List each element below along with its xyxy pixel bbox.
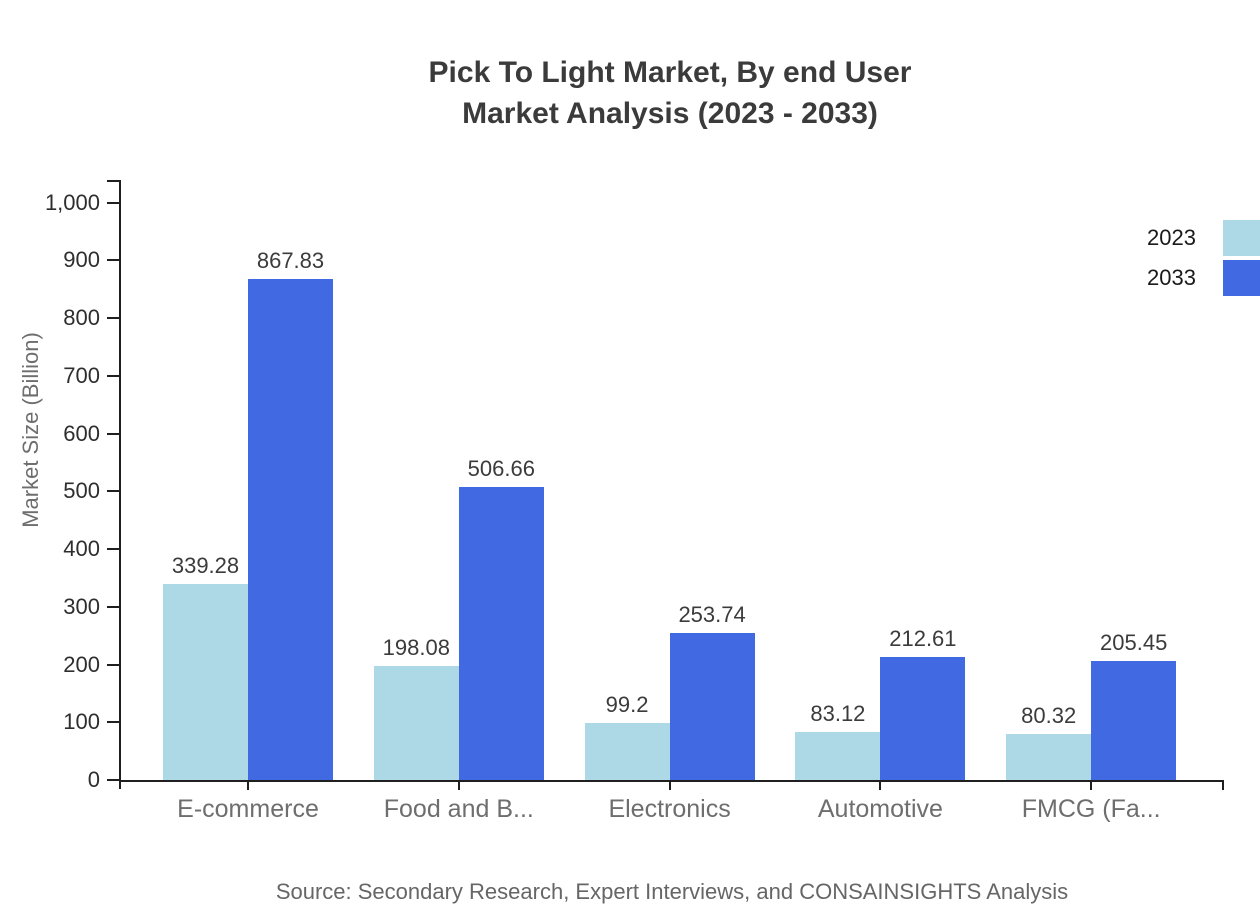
y-tick-800 [107, 317, 120, 320]
x-axis-label-electronics: Electronics [608, 795, 731, 823]
y-tick-label-600: 600 [63, 420, 100, 446]
bar-2033-food-and-b[interactable] [458, 487, 544, 780]
value-label-2023-fmcg-fa: 80.32 [1021, 703, 1077, 728]
y-tick-700 [107, 374, 120, 377]
y-tick-500 [107, 490, 120, 493]
x-tick-fmcg-fa [1090, 782, 1093, 790]
chart-title-line2: Market Analysis (2023 - 2033) [462, 97, 878, 130]
y-tick-label-0: 0 [87, 767, 100, 792]
y-axis-top-cap-tick [107, 180, 121, 182]
legend-label-2033[interactable]: 2033 [1147, 265, 1196, 290]
bar-2023-fmcg-fa[interactable] [1006, 734, 1092, 780]
x-tick-automotive [879, 782, 882, 790]
y-tick-400 [107, 548, 120, 550]
bar-2023-electronics[interactable] [584, 723, 670, 780]
y-tick-label-200: 200 [63, 651, 100, 677]
y-tick-300 [107, 605, 120, 608]
value-label-2033-e-commerce: 867.83 [256, 248, 325, 273]
x-tick-e-commerce [247, 782, 249, 790]
bar-2023-automotive[interactable] [795, 732, 881, 780]
y-tick-label-300: 300 [63, 593, 100, 619]
value-label-2033-fmcg-fa: 205.45 [1100, 630, 1168, 655]
bar-2033-automotive[interactable] [880, 657, 966, 780]
y-tick-100 [107, 721, 120, 724]
y-tick-label-100: 100 [63, 709, 100, 735]
legend-swatch-2033[interactable] [1223, 260, 1260, 296]
x-tick-electronics [668, 782, 671, 790]
legend-swatch-2023[interactable] [1223, 220, 1260, 256]
y-tick-1-000 [107, 201, 120, 204]
x-axis-end-tick [1222, 782, 1224, 790]
y-tick-900 [107, 259, 120, 262]
chart-title: Pick To Light Market, By end User Market… [80, 52, 1260, 134]
source-note: Source: Secondary Research, Expert Inter… [275, 879, 1069, 904]
bar-2023-e-commerce[interactable] [163, 584, 248, 780]
y-tick-label-1-000: 1,000 [44, 189, 100, 215]
y-tick-0 [107, 779, 120, 781]
x-axis-label-automotive: Automotive [817, 795, 943, 823]
legend-label-2023[interactable]: 2023 [1147, 225, 1196, 250]
y-tick-label-400: 400 [63, 536, 100, 561]
y-tick-600 [107, 432, 120, 435]
x-axis-label-fmcg-fa: FMCG (Fa... [1021, 795, 1161, 823]
value-label-2033-automotive: 212.61 [889, 626, 957, 651]
y-tick-label-500: 500 [63, 478, 100, 504]
bar-2023-food-and-b[interactable] [373, 666, 459, 780]
value-label-2033-electronics: 253.74 [678, 602, 746, 627]
y-tick-label-800: 800 [63, 305, 100, 331]
bar-2033-e-commerce[interactable] [248, 279, 333, 780]
value-label-2023-automotive: 83.12 [810, 701, 866, 726]
y-tick-label-700: 700 [63, 362, 100, 388]
y-tick-200 [107, 663, 120, 666]
x-axis-line [119, 780, 1224, 782]
bar-2033-fmcg-fa[interactable] [1091, 661, 1177, 780]
bar-2033-electronics[interactable] [669, 633, 755, 780]
x-axis-label-e-commerce: E-commerce [177, 795, 319, 823]
chart-title-line1: Pick To Light Market, By end User [428, 56, 912, 89]
x-tick-food-and-b [457, 782, 460, 790]
y-tick-label-900: 900 [63, 247, 100, 273]
x-axis-label-food-and-b: Food and B... [383, 795, 534, 823]
y-axis-line [119, 181, 121, 789]
value-label-2033-food-and-b: 506.66 [467, 456, 535, 481]
value-label-2023-electronics: 99.2 [605, 692, 649, 717]
value-label-2023-e-commerce: 339.28 [171, 553, 240, 578]
value-label-2023-food-and-b: 198.08 [382, 635, 450, 660]
